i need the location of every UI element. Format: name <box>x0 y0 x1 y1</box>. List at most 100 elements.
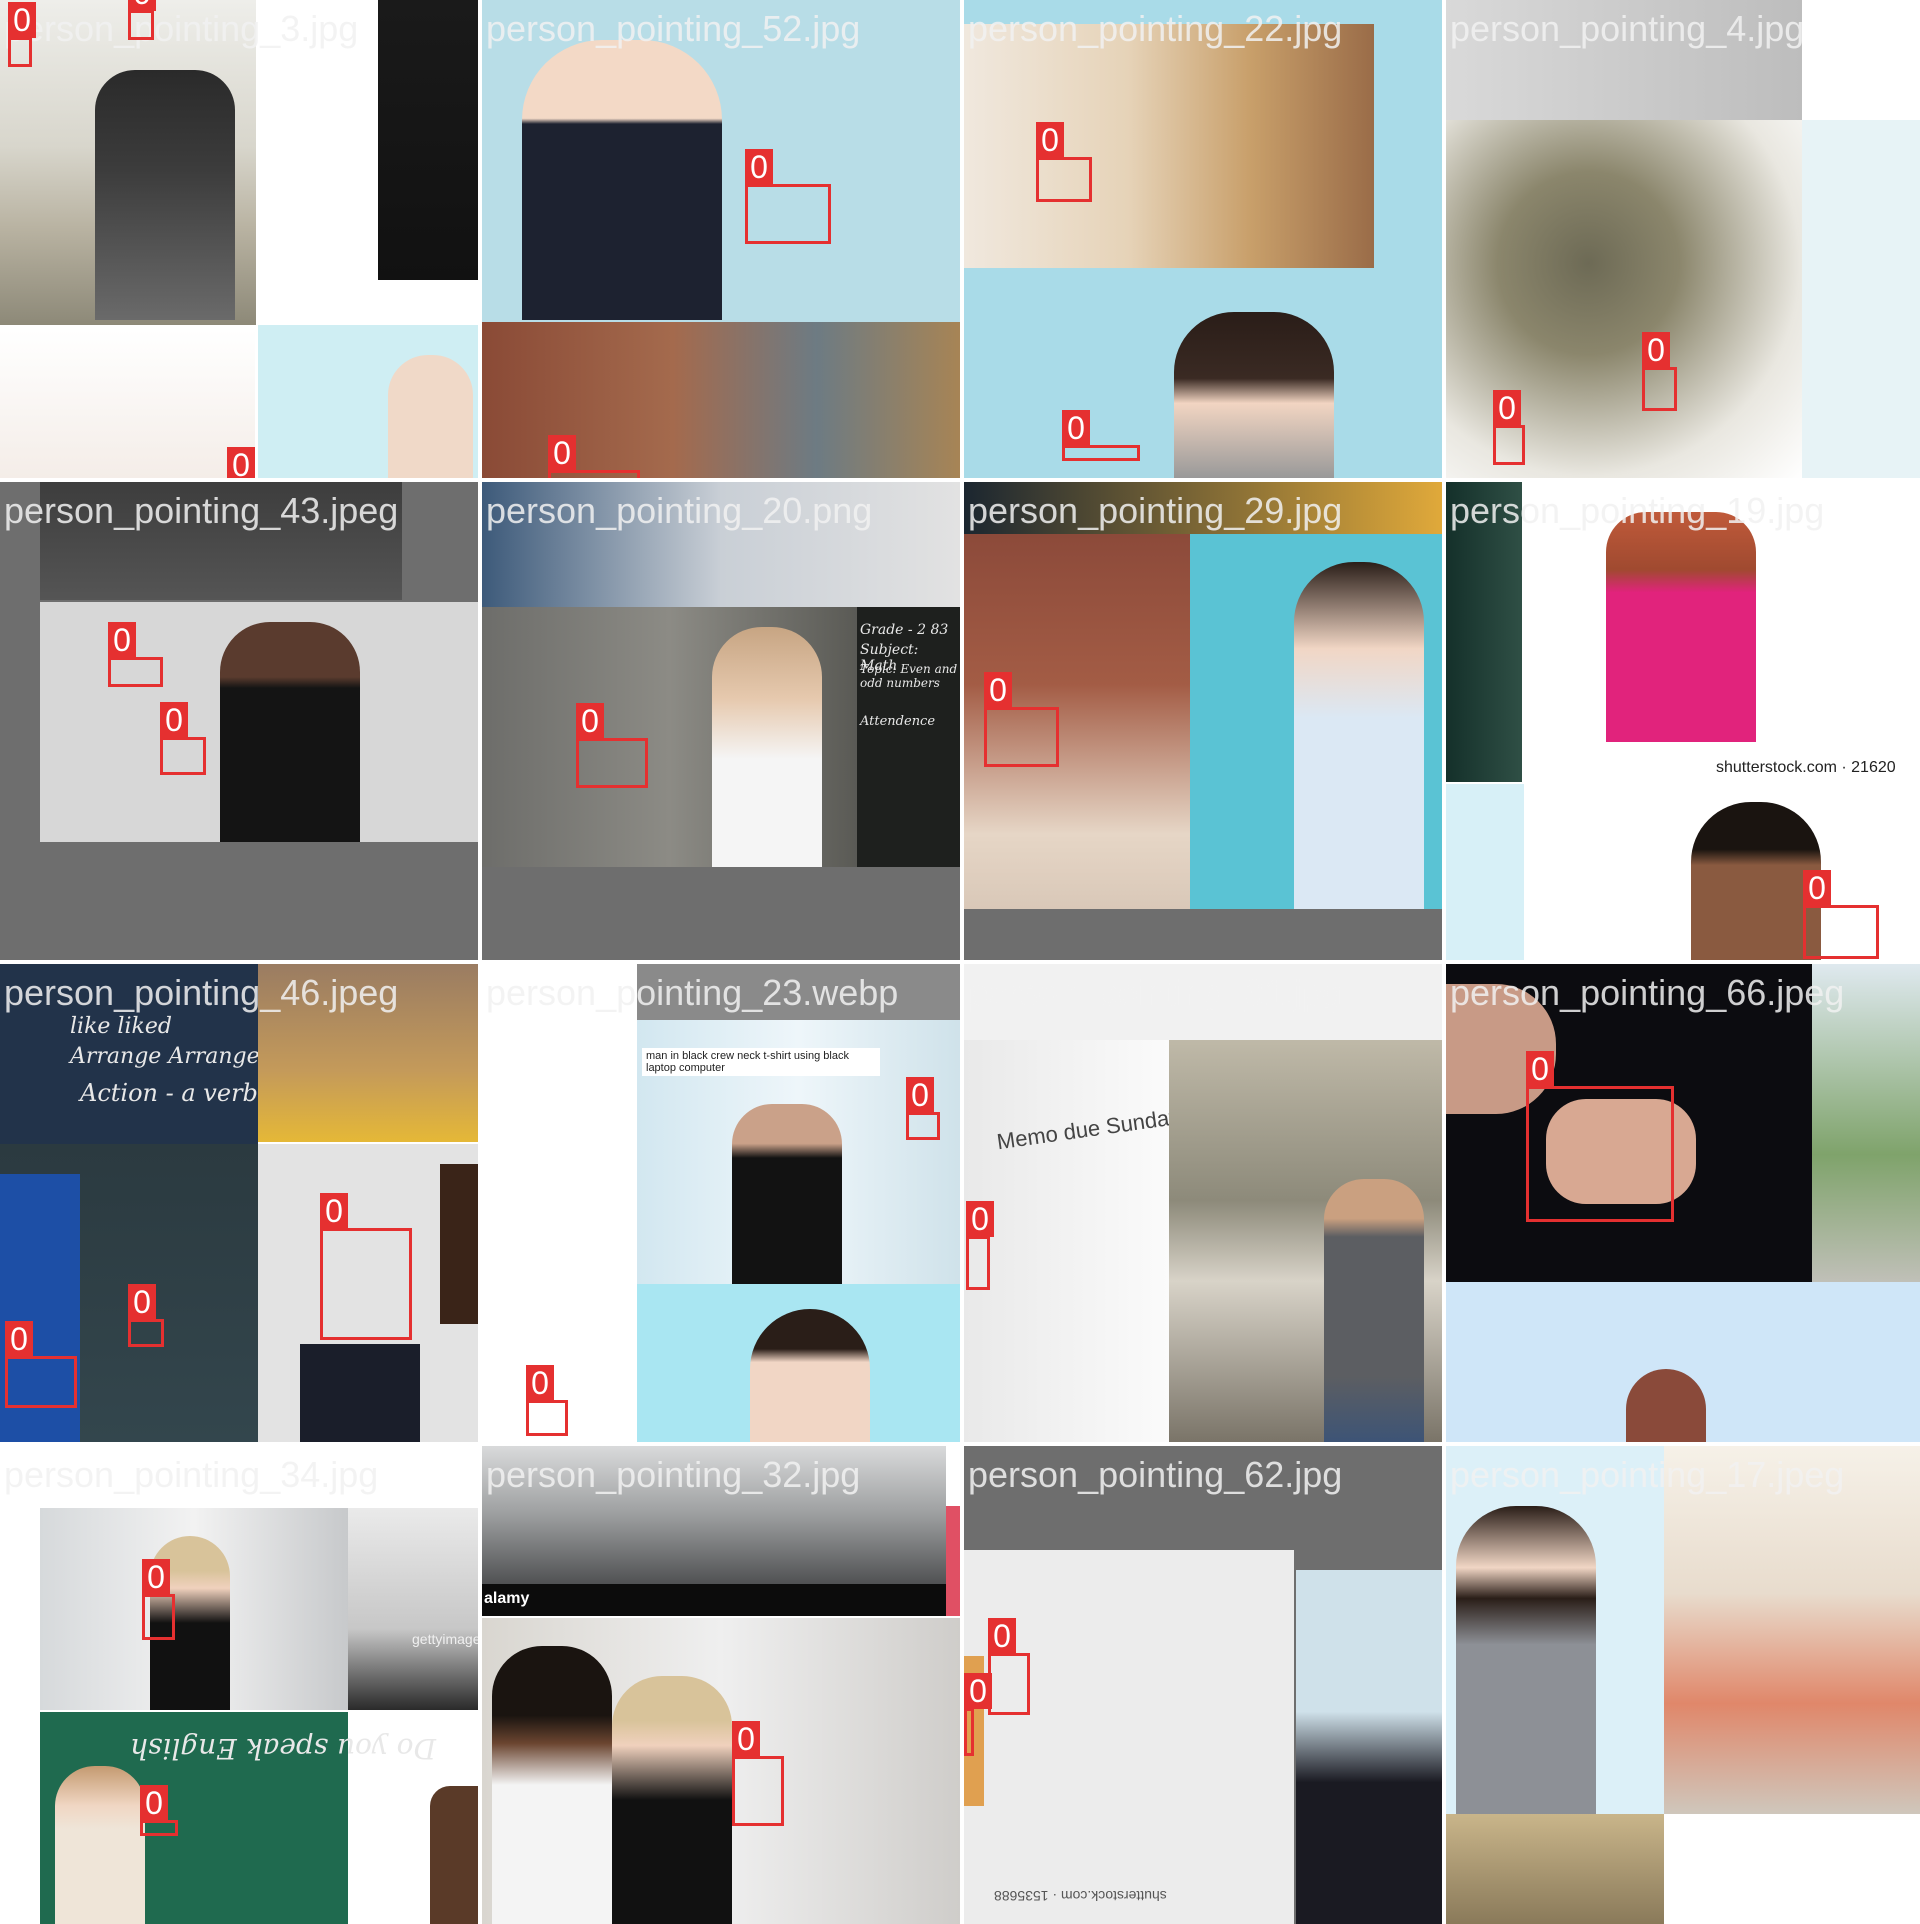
detection-box: 0 <box>1036 122 1092 202</box>
tile-person-pointing-46: like liked Arrange Arranged Action - a v… <box>0 964 478 1442</box>
detection-label: 0 <box>906 1077 934 1113</box>
photo-statue-bottom <box>1446 1814 1664 1924</box>
photo-memo-paper <box>964 1040 1169 1442</box>
detection-box: 0 <box>966 1201 994 1290</box>
photo-white-wall <box>964 1550 1294 1924</box>
image-caption: man in black crew neck t-shirt using bla… <box>642 1048 880 1076</box>
photo-woman-grey-blazer-figure <box>1456 1506 1596 1814</box>
chalk-text: Subject: Math <box>860 642 919 674</box>
detection-label: 0 <box>5 1321 33 1357</box>
photo-dark-green-panel <box>1446 482 1522 782</box>
detection-label: 0 <box>142 1559 170 1595</box>
detection-label: 0 <box>966 1201 994 1237</box>
tile-filename: person_pointing_19.jpg <box>1450 490 1825 531</box>
photo-man-map <box>258 964 478 1142</box>
tile-filename: person_pointing_4.jpg <box>1450 8 1805 49</box>
detection-label: 0 <box>988 1618 1016 1654</box>
photo-businessmen <box>1296 1570 1442 1924</box>
detection-label: 0 <box>1062 410 1090 446</box>
photo-businesswoman <box>522 40 722 320</box>
photo-woman-black-suit <box>220 622 360 842</box>
tile-filename: person_pointing_29.jpg <box>968 490 1343 531</box>
detection-box: 0 <box>732 1721 784 1826</box>
detection-label: 0 <box>1526 1051 1554 1087</box>
tile-filename: person_pointing_43.jpeg <box>4 490 399 531</box>
tile-filename: person_pointing_34.jpg <box>4 1454 379 1495</box>
photo-top-strip <box>964 482 1442 534</box>
detection-label: 0 <box>128 0 156 11</box>
detection-box: 0 <box>745 149 831 244</box>
photo-teacher-blue-shirt <box>0 1174 80 1442</box>
detection-box: 0 <box>1642 332 1677 411</box>
detection-label: 0 <box>745 149 773 185</box>
chalk-text: like liked <box>70 1014 172 1039</box>
photo-building-getty <box>348 1508 478 1710</box>
detection-label: 0 <box>140 1785 168 1821</box>
chalk-text: Arrange Arranged <box>70 1044 274 1069</box>
photo-chalkboard <box>857 607 960 867</box>
photo-blue-panel <box>1446 784 1524 960</box>
photo-hand-sign-person <box>440 1164 478 1324</box>
detection-box: 0 <box>128 1284 164 1347</box>
photo-laughing-woman-face <box>430 1786 478 1924</box>
photo-desk-laptop <box>482 482 960 607</box>
photo-curly-woman-brick <box>964 534 1190 909</box>
detection-box: 0 <box>142 1559 175 1640</box>
tile-person-pointing-3: person_pointing_3.jpg 0 0 0 <box>0 0 478 478</box>
photo-light-blue-panel <box>1802 120 1920 478</box>
photo-grey-header <box>637 964 960 1020</box>
tile-person-pointing-17: person_pointing_17.jpeg <box>1446 1446 1920 1924</box>
detection-label: 0 <box>548 435 576 471</box>
photo-man-orange-shirt <box>1664 1446 1920 1814</box>
tile-filename: person_pointing_17.jpeg <box>1450 1454 1845 1495</box>
photo-suit-top <box>40 482 402 600</box>
detection-label: 0 <box>160 702 188 738</box>
detection-box: 0 <box>1526 1051 1674 1222</box>
photo-teacher-sweater <box>55 1766 145 1924</box>
alamy-logo: alamy <box>484 1590 530 1607</box>
chalk-text: Action - a verb <box>80 1079 258 1107</box>
tile-filename: person_pointing_22.jpg <box>968 8 1343 49</box>
detection-box: 0 <box>1803 870 1879 959</box>
photo-presenter-man <box>732 1104 842 1284</box>
detection-label: 0 <box>964 1673 992 1709</box>
detection-box: 0 <box>140 1785 178 1836</box>
detection-box: 0 <box>128 0 156 40</box>
tile-person-pointing-43: person_pointing_43.jpeg 0 0 <box>0 482 478 960</box>
photo-woman-bun <box>1626 1369 1706 1442</box>
photo-legs-black-pants <box>378 0 478 280</box>
detection-box: 0 <box>320 1193 412 1340</box>
detection-label: 0 <box>984 672 1012 708</box>
detection-label: 0 <box>108 622 136 658</box>
detection-label: 0 <box>128 1284 156 1320</box>
tile-person-pointing-19: shutterstock.com · 21620 person_pointing… <box>1446 482 1920 960</box>
photo-woman-long-hair <box>1174 312 1334 478</box>
tile-filename: person_pointing_23.webp <box>486 972 899 1013</box>
tile-filename: person_pointing_52.jpg <box>486 8 861 49</box>
photo-curly-woman-white-shirt <box>492 1646 612 1924</box>
tile-person-pointing-29: person_pointing_29.jpg 0 <box>964 482 1442 960</box>
tile-person-pointing-23: man in black crew neck t-shirt using bla… <box>482 964 960 1442</box>
chalk-text: Grade - 2 83 <box>860 622 949 638</box>
detection-label: 0 <box>576 703 604 739</box>
detection-box: 0 <box>160 702 206 775</box>
tile-person-pointing-66: 1435303447 person_pointing_66.jpeg 0 <box>1446 964 1920 1442</box>
detection-box: 0 <box>1062 410 1140 461</box>
tile-person-pointing-20: Grade - 2 83 Subject: Math Topic: Even a… <box>482 482 960 960</box>
tile-person-pointing-34: gettyimages Do you speak English person_… <box>0 1446 478 1924</box>
detection-box: 0 <box>108 622 163 687</box>
photo-woman-hat-black-top <box>612 1676 732 1924</box>
tile-person-pointing-22: person_pointing_22.jpg 0 0 <box>964 0 1442 478</box>
detection-label: 0 <box>8 2 36 38</box>
photo-woman-glasses-face <box>388 355 473 478</box>
photo-man-face <box>1446 984 1556 1114</box>
detection-box: 0 <box>906 1077 940 1140</box>
photo-woman-smiling <box>0 330 255 478</box>
detection-box: 0 <box>548 435 640 478</box>
detection-label: 0 <box>1642 332 1670 368</box>
detection-box: 0 <box>526 1365 568 1436</box>
photo-palm-trees <box>1812 964 1920 1282</box>
detection-label: 0 <box>732 1721 760 1757</box>
getty-watermark: gettyimages <box>412 1631 478 1647</box>
